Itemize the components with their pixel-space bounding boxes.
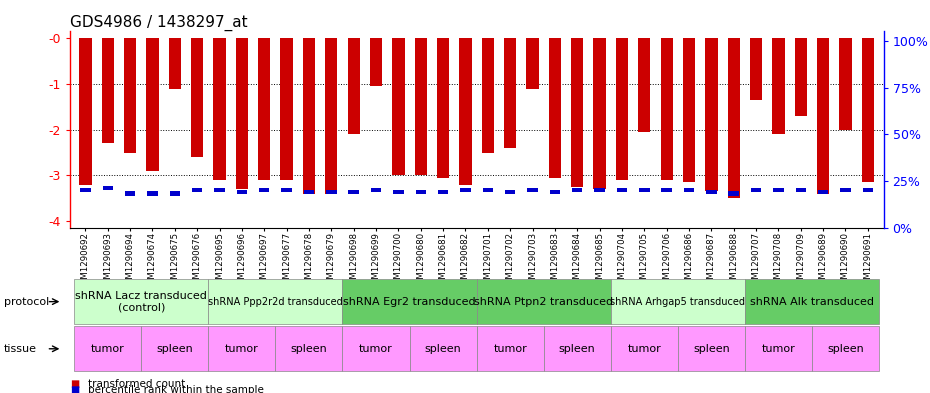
Bar bbox=[79, 38, 91, 185]
Text: shRNA Ptpn2 transduced: shRNA Ptpn2 transduced bbox=[474, 297, 613, 307]
Bar bbox=[304, 189, 314, 194]
Bar bbox=[235, 38, 248, 189]
Bar bbox=[571, 38, 583, 187]
Bar bbox=[772, 38, 785, 134]
Bar bbox=[841, 188, 851, 192]
Bar bbox=[393, 189, 404, 194]
Bar bbox=[236, 189, 247, 194]
Text: tumor: tumor bbox=[359, 344, 392, 354]
Text: shRNA Ppp2r2d transduced: shRNA Ppp2r2d transduced bbox=[208, 297, 343, 307]
Bar bbox=[80, 188, 90, 192]
Bar bbox=[750, 38, 763, 100]
Bar bbox=[660, 38, 672, 180]
Text: tumor: tumor bbox=[628, 344, 661, 354]
Bar bbox=[281, 38, 293, 180]
Text: GDS4986 / 1438297_at: GDS4986 / 1438297_at bbox=[70, 15, 247, 31]
Text: ■: ■ bbox=[70, 379, 79, 389]
Bar bbox=[773, 188, 784, 192]
Text: tumor: tumor bbox=[762, 344, 795, 354]
Bar bbox=[259, 38, 271, 180]
Bar bbox=[550, 189, 560, 194]
Bar bbox=[348, 38, 360, 134]
Bar bbox=[572, 188, 582, 192]
Text: protocol: protocol bbox=[4, 297, 49, 307]
Bar bbox=[147, 191, 158, 196]
Bar bbox=[169, 191, 180, 196]
Bar bbox=[840, 38, 852, 130]
Bar bbox=[326, 189, 337, 194]
Bar bbox=[483, 188, 493, 192]
Bar bbox=[124, 38, 137, 152]
Text: tissue: tissue bbox=[4, 344, 36, 354]
Bar bbox=[527, 188, 538, 192]
Bar bbox=[482, 38, 494, 152]
Bar bbox=[684, 188, 694, 192]
Bar bbox=[751, 188, 762, 192]
Text: spleen: spleen bbox=[425, 344, 461, 354]
Text: shRNA Egr2 transduced: shRNA Egr2 transduced bbox=[343, 297, 476, 307]
Bar bbox=[214, 188, 225, 192]
Bar bbox=[459, 38, 472, 185]
Bar bbox=[326, 38, 338, 194]
Bar bbox=[705, 38, 718, 191]
Bar bbox=[303, 38, 315, 194]
Bar bbox=[192, 188, 203, 192]
Text: percentile rank within the sample: percentile rank within the sample bbox=[88, 385, 264, 393]
Text: tumor: tumor bbox=[91, 344, 125, 354]
Text: shRNA Arhgap5 transduced: shRNA Arhgap5 transduced bbox=[610, 297, 745, 307]
Bar bbox=[416, 189, 426, 194]
Text: transformed count: transformed count bbox=[88, 379, 186, 389]
Bar bbox=[817, 38, 830, 194]
Bar bbox=[415, 38, 427, 175]
Bar bbox=[102, 186, 113, 191]
Bar bbox=[191, 38, 204, 157]
Bar bbox=[706, 189, 717, 194]
Bar bbox=[794, 38, 807, 116]
Text: shRNA Lacz transduced
(control): shRNA Lacz transduced (control) bbox=[75, 291, 207, 312]
Bar bbox=[526, 38, 538, 88]
Bar bbox=[683, 38, 695, 182]
Bar bbox=[437, 38, 449, 178]
Text: tumor: tumor bbox=[493, 344, 527, 354]
Bar bbox=[795, 188, 806, 192]
Bar bbox=[549, 38, 561, 178]
Bar bbox=[101, 38, 113, 143]
Bar bbox=[728, 191, 739, 196]
Text: ■: ■ bbox=[70, 385, 79, 393]
Bar bbox=[349, 189, 359, 194]
Text: shRNA Alk transduced: shRNA Alk transduced bbox=[750, 297, 874, 307]
Text: spleen: spleen bbox=[290, 344, 327, 354]
Bar bbox=[392, 38, 405, 175]
Text: tumor: tumor bbox=[225, 344, 259, 354]
Bar bbox=[862, 38, 874, 182]
Text: spleen: spleen bbox=[693, 344, 730, 354]
Bar bbox=[371, 188, 381, 192]
Bar bbox=[504, 38, 516, 148]
Bar bbox=[125, 191, 136, 196]
Bar bbox=[282, 188, 292, 192]
Text: spleen: spleen bbox=[156, 344, 193, 354]
Bar bbox=[168, 38, 181, 88]
Bar bbox=[146, 38, 159, 171]
Bar bbox=[460, 188, 471, 192]
Bar bbox=[505, 189, 515, 194]
Bar bbox=[727, 38, 740, 198]
Bar bbox=[370, 38, 382, 86]
Bar bbox=[616, 38, 628, 180]
Bar bbox=[213, 38, 226, 180]
Bar bbox=[617, 188, 627, 192]
Text: spleen: spleen bbox=[827, 344, 864, 354]
Text: spleen: spleen bbox=[559, 344, 595, 354]
Bar bbox=[863, 188, 873, 192]
Bar bbox=[817, 189, 829, 194]
Bar bbox=[593, 38, 605, 189]
Bar bbox=[638, 38, 650, 132]
Bar bbox=[639, 188, 649, 192]
Bar bbox=[438, 189, 448, 194]
Bar bbox=[594, 188, 604, 192]
Bar bbox=[259, 188, 270, 192]
Bar bbox=[661, 188, 671, 192]
